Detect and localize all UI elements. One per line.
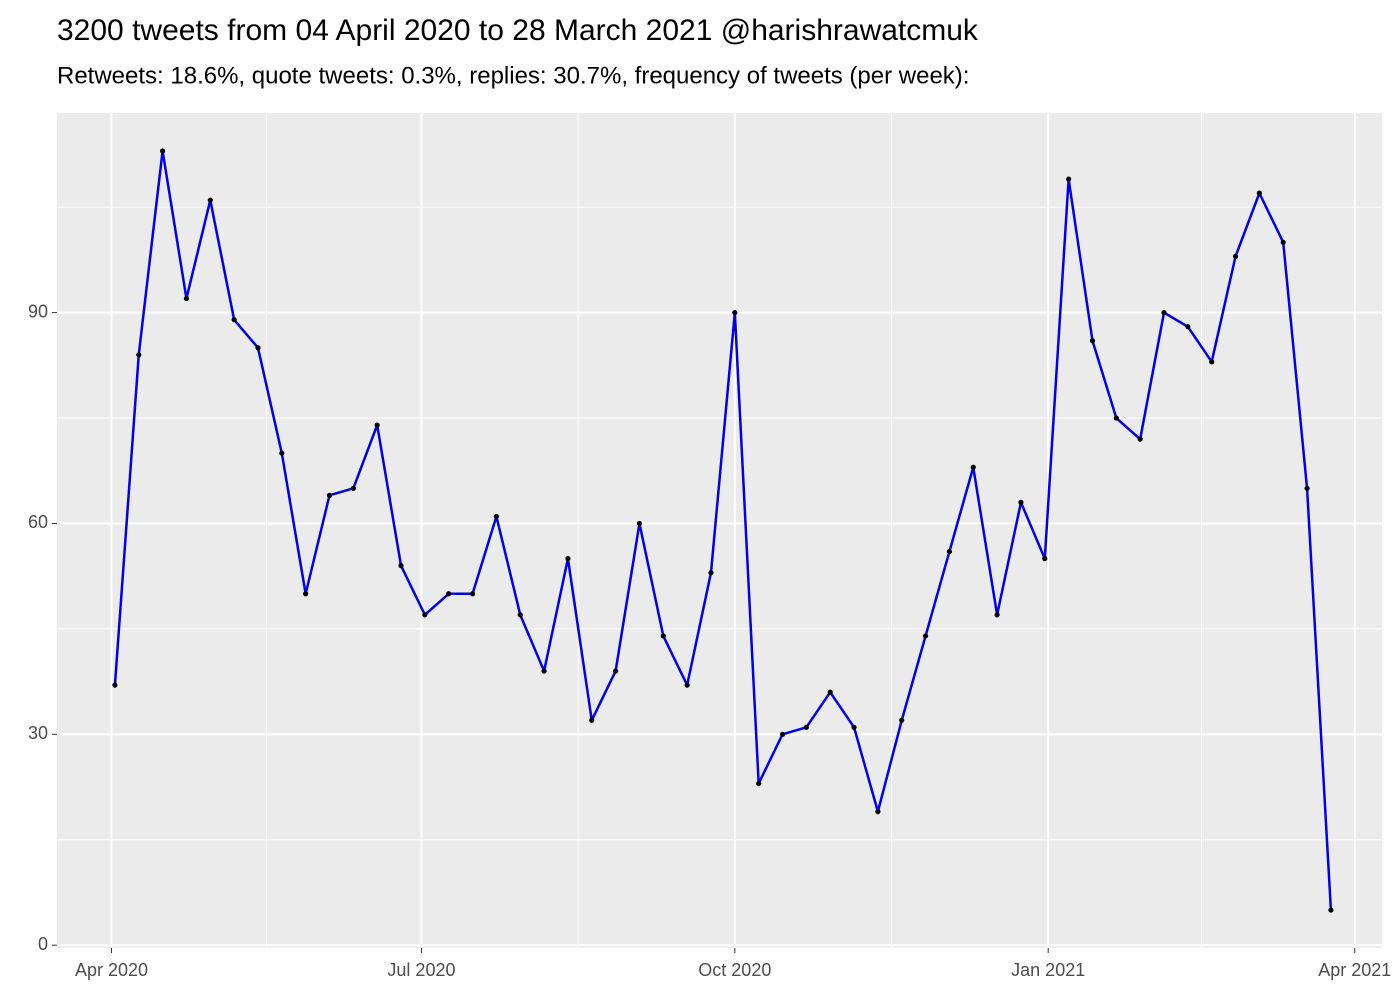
y-tick-label: 90 <box>28 301 48 321</box>
point <box>279 450 285 456</box>
point <box>1066 176 1072 182</box>
point <box>446 591 452 597</box>
point <box>303 591 309 597</box>
point <box>493 513 499 520</box>
point <box>374 422 380 428</box>
point <box>422 612 428 618</box>
point <box>779 731 786 737</box>
point <box>899 717 905 723</box>
chart-subtitle: Retweets: 18.6%, quote tweets: 0.3%, rep… <box>57 62 969 89</box>
y-tick-label: 60 <box>28 512 48 532</box>
point <box>1256 190 1262 196</box>
point <box>183 295 190 302</box>
x-tick-label: Apr 2021 <box>1318 960 1391 980</box>
point <box>207 197 213 203</box>
point <box>851 724 857 730</box>
point <box>1161 310 1167 316</box>
point <box>756 780 762 787</box>
x-tick-label: Jul 2020 <box>387 960 455 980</box>
point <box>636 520 643 527</box>
point <box>398 563 404 569</box>
point <box>1185 324 1191 330</box>
point <box>922 633 929 639</box>
point <box>326 492 333 498</box>
point <box>231 317 237 323</box>
point <box>1042 556 1048 562</box>
point <box>660 633 666 639</box>
x-tick-label: Oct 2020 <box>698 960 771 980</box>
point <box>517 612 523 618</box>
point <box>1113 415 1119 421</box>
line <box>113 149 1333 911</box>
point <box>350 485 356 491</box>
point <box>1209 359 1215 365</box>
x-tick-label: Apr 2020 <box>75 960 148 980</box>
point <box>803 724 809 730</box>
point <box>112 682 118 688</box>
point <box>1018 499 1024 505</box>
point <box>565 556 571 562</box>
point <box>1304 485 1310 491</box>
point <box>613 668 619 674</box>
point <box>1280 239 1286 245</box>
point <box>1089 338 1096 344</box>
point <box>708 570 714 576</box>
point <box>684 682 690 688</box>
point <box>827 689 833 695</box>
y-tick-label: 30 <box>28 723 48 743</box>
point <box>589 717 595 723</box>
point <box>1328 907 1334 913</box>
point <box>159 148 166 154</box>
point <box>255 345 261 351</box>
point <box>541 668 547 674</box>
point <box>732 310 738 316</box>
point <box>469 591 476 597</box>
panel <box>57 113 1382 948</box>
y-tick-label: 0 <box>38 934 48 954</box>
point <box>136 352 142 358</box>
point <box>946 548 953 555</box>
x-tick-label: Jan 2021 <box>1011 960 1085 980</box>
point <box>1232 253 1239 259</box>
point <box>970 464 976 470</box>
point <box>875 809 881 815</box>
point <box>1137 436 1143 442</box>
chart-title: 3200 tweets from 04 April 2020 to 28 Mar… <box>57 14 979 47</box>
point <box>994 612 1000 618</box>
